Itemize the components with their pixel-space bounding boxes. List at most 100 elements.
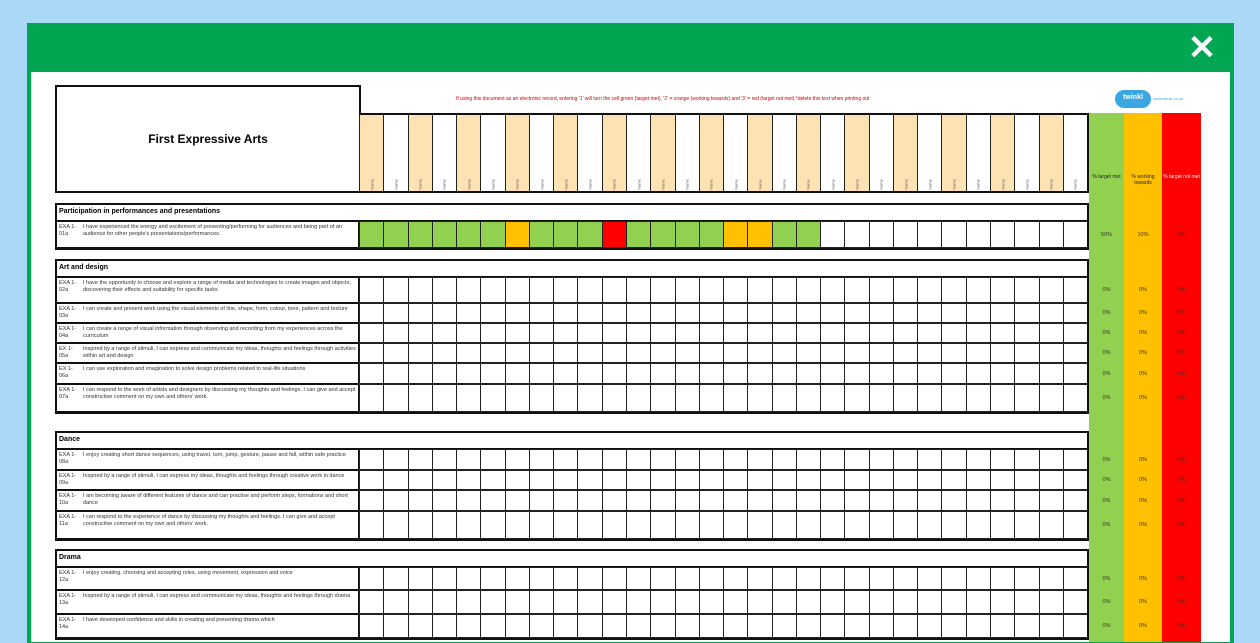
assessment-cell[interactable] xyxy=(844,363,870,384)
assessment-cell[interactable] xyxy=(553,449,579,470)
assessment-cell[interactable] xyxy=(553,590,579,614)
assessment-cell[interactable] xyxy=(383,323,409,343)
assessment-cell[interactable] xyxy=(528,470,555,490)
assessment-cell[interactable] xyxy=(844,384,870,412)
name-column-header[interactable]: Name xyxy=(601,115,626,191)
assessment-cell[interactable] xyxy=(771,614,797,638)
assessment-cell[interactable] xyxy=(407,303,433,323)
assessment-cell[interactable] xyxy=(1038,277,1064,303)
assessment-cell[interactable] xyxy=(528,567,555,590)
assessment-cell[interactable] xyxy=(1038,614,1064,638)
assessment-cell[interactable] xyxy=(528,490,555,511)
assessment-cell[interactable] xyxy=(698,449,725,470)
assessment-cell[interactable] xyxy=(601,343,627,363)
assessment-cell[interactable] xyxy=(480,567,506,590)
assessment-cell[interactable] xyxy=(1062,470,1089,490)
assessment-cell[interactable] xyxy=(674,614,700,638)
assessment-cell[interactable] xyxy=(528,303,555,323)
name-column-header[interactable]: Name xyxy=(1062,115,1088,191)
name-column-header[interactable]: Name xyxy=(747,115,772,191)
assessment-cell[interactable] xyxy=(359,323,385,343)
assessment-cell[interactable] xyxy=(771,590,797,614)
assessment-cell[interactable] xyxy=(1038,221,1064,248)
assessment-cell[interactable] xyxy=(941,511,967,539)
assessment-cell[interactable] xyxy=(965,614,992,638)
assessment-cell[interactable] xyxy=(1062,511,1089,539)
assessment-cell[interactable] xyxy=(577,221,603,248)
assessment-cell[interactable] xyxy=(456,323,482,343)
assessment-cell[interactable] xyxy=(723,614,749,638)
assessment-cell[interactable] xyxy=(650,384,676,412)
assessment-cell[interactable] xyxy=(795,384,822,412)
name-column-header[interactable]: Name xyxy=(407,115,432,191)
name-column-header[interactable]: Name xyxy=(795,115,821,191)
assessment-cell[interactable] xyxy=(528,614,555,638)
assessment-cell[interactable] xyxy=(650,303,676,323)
assessment-cell[interactable] xyxy=(359,449,385,470)
assessment-cell[interactable] xyxy=(577,470,603,490)
assessment-cell[interactable] xyxy=(674,511,700,539)
assessment-cell[interactable] xyxy=(747,343,773,363)
assessment-cell[interactable] xyxy=(625,567,652,590)
assessment-cell[interactable] xyxy=(456,567,482,590)
assessment-cell[interactable] xyxy=(917,384,943,412)
name-column-header[interactable]: Name xyxy=(965,115,991,191)
assessment-cell[interactable] xyxy=(844,303,870,323)
assessment-cell[interactable] xyxy=(577,323,603,343)
assessment-cell[interactable] xyxy=(625,614,652,638)
assessment-cell[interactable] xyxy=(747,221,773,248)
assessment-cell[interactable] xyxy=(577,343,603,363)
assessment-cell[interactable] xyxy=(577,303,603,323)
assessment-cell[interactable] xyxy=(771,449,797,470)
assessment-cell[interactable] xyxy=(577,614,603,638)
assessment-cell[interactable] xyxy=(431,449,458,470)
assessment-cell[interactable] xyxy=(383,384,409,412)
assessment-cell[interactable] xyxy=(771,343,797,363)
assessment-cell[interactable] xyxy=(892,614,919,638)
assessment-cell[interactable] xyxy=(674,277,700,303)
assessment-cell[interactable] xyxy=(965,384,992,412)
assessment-cell[interactable] xyxy=(625,470,652,490)
assessment-cell[interactable] xyxy=(965,449,992,470)
assessment-cell[interactable] xyxy=(528,363,555,384)
assessment-cell[interactable] xyxy=(941,449,967,470)
assessment-cell[interactable] xyxy=(941,490,967,511)
assessment-cell[interactable] xyxy=(577,384,603,412)
assessment-cell[interactable] xyxy=(892,221,919,248)
assessment-cell[interactable] xyxy=(674,221,700,248)
assessment-cell[interactable] xyxy=(844,590,870,614)
assessment-cell[interactable] xyxy=(577,567,603,590)
assessment-cell[interactable] xyxy=(504,221,530,248)
assessment-cell[interactable] xyxy=(990,303,1016,323)
assessment-cell[interactable] xyxy=(456,449,482,470)
assessment-cell[interactable] xyxy=(359,590,385,614)
assessment-cell[interactable] xyxy=(480,511,506,539)
assessment-cell[interactable] xyxy=(868,567,894,590)
assessment-cell[interactable] xyxy=(407,490,433,511)
assessment-cell[interactable] xyxy=(723,221,749,248)
assessment-cell[interactable] xyxy=(747,511,773,539)
assessment-cell[interactable] xyxy=(504,343,530,363)
assessment-cell[interactable] xyxy=(941,567,967,590)
assessment-cell[interactable] xyxy=(359,614,385,638)
assessment-cell[interactable] xyxy=(820,449,846,470)
assessment-cell[interactable] xyxy=(844,221,870,248)
assessment-cell[interactable] xyxy=(820,490,846,511)
assessment-cell[interactable] xyxy=(1038,511,1064,539)
assessment-cell[interactable] xyxy=(771,567,797,590)
assessment-cell[interactable] xyxy=(650,343,676,363)
assessment-cell[interactable] xyxy=(892,384,919,412)
name-column-header[interactable]: Name xyxy=(577,115,602,191)
assessment-cell[interactable] xyxy=(625,323,652,343)
assessment-cell[interactable] xyxy=(990,567,1016,590)
assessment-cell[interactable] xyxy=(892,303,919,323)
assessment-cell[interactable] xyxy=(868,221,894,248)
assessment-cell[interactable] xyxy=(553,490,579,511)
assessment-cell[interactable] xyxy=(456,221,482,248)
assessment-cell[interactable] xyxy=(723,384,749,412)
assessment-cell[interactable] xyxy=(965,343,992,363)
name-column-header[interactable]: Name xyxy=(625,115,651,191)
assessment-cell[interactable] xyxy=(1062,363,1089,384)
assessment-cell[interactable] xyxy=(650,449,676,470)
assessment-cell[interactable] xyxy=(965,470,992,490)
